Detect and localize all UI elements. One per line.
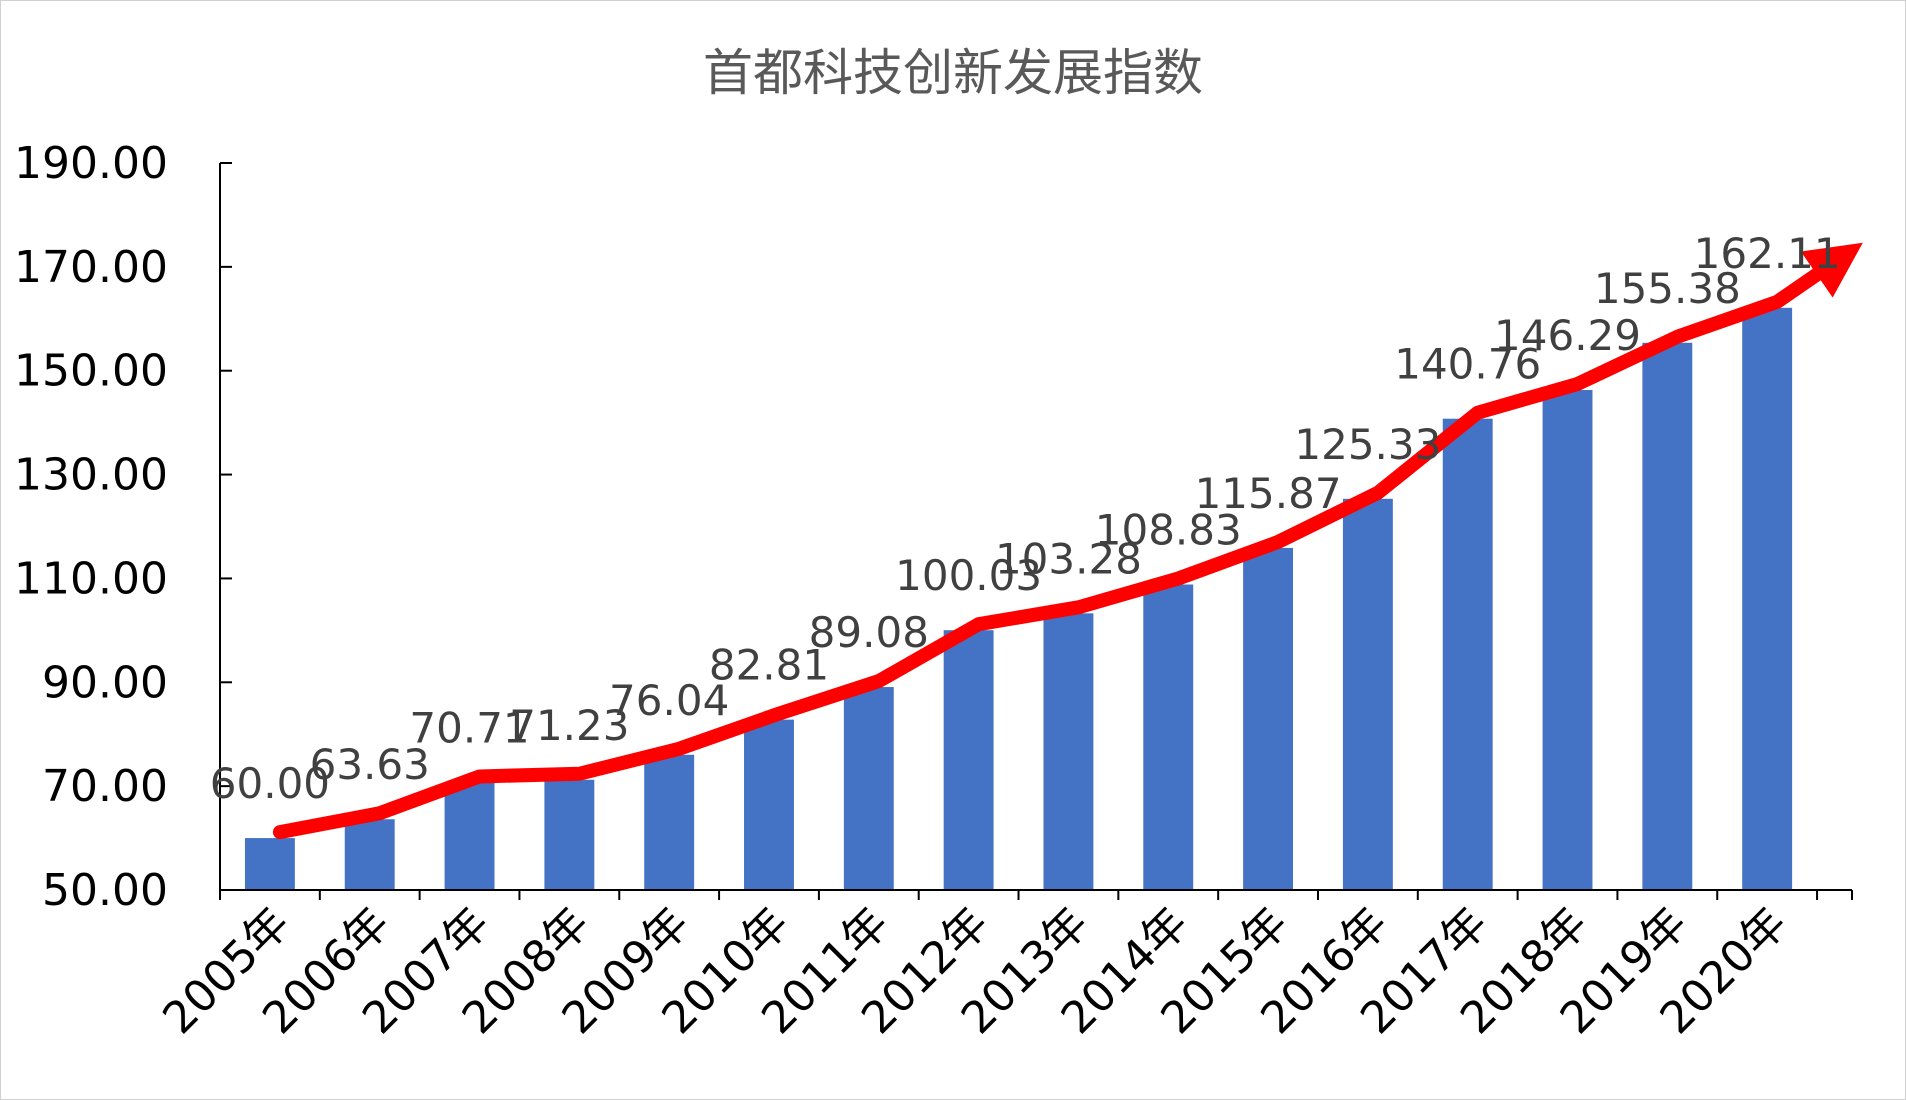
y-tick-label: 90.00 (42, 657, 168, 708)
data-label: 103.28 (995, 534, 1142, 583)
y-tick-label: 50.00 (42, 865, 168, 916)
data-label: 60.00 (210, 759, 330, 808)
bar-2005 (244, 838, 295, 890)
y-tick-label: 190.00 (14, 138, 168, 189)
bar-2012 (943, 630, 994, 890)
y-tick-label: 170.00 (14, 242, 168, 293)
data-label: 146.29 (1494, 311, 1641, 360)
data-label: 76.04 (609, 676, 729, 725)
data-label: 162.11 (1694, 229, 1841, 278)
trend-arrow (272, 242, 1863, 840)
y-axis: 50.00 70.00 90.00 110.00 130.00 150.00 170.00 1… (14, 138, 232, 916)
bar-2019 (1642, 342, 1693, 890)
chart-title: 首都科技创新发展指数 (703, 44, 1203, 102)
y-tick-label: 130.00 (14, 450, 168, 501)
data-label: 125.33 (1294, 420, 1441, 469)
data-label: 63.63 (310, 740, 430, 789)
bar-2013 (1043, 613, 1094, 890)
data-label: 140.76 (1394, 340, 1541, 389)
y-tick-label: 70.00 (42, 761, 168, 812)
data-label: 82.81 (709, 641, 829, 690)
bar-2014 (1143, 584, 1194, 890)
data-label: 155.38 (1594, 264, 1741, 313)
data-label: 100.03 (895, 551, 1042, 600)
bar-2006 (344, 819, 395, 890)
y-tick-label: 110.00 (14, 553, 168, 604)
bar-2009 (644, 754, 695, 890)
bar-2015 (1243, 547, 1294, 890)
bar-2011 (843, 687, 894, 890)
data-label: 89.08 (809, 608, 929, 657)
data-label: 115.87 (1195, 469, 1342, 518)
bars (244, 307, 1793, 890)
bar-2008 (544, 779, 595, 890)
y-tick-label: 150.00 (14, 346, 168, 397)
x-axis: 2005年2006年2007年2008年2009年2010年2011年2012年… (153, 889, 1853, 1044)
bar-2020 (1742, 307, 1793, 890)
data-label: 71.23 (509, 701, 629, 750)
data-label: 70.71 (409, 703, 529, 752)
trend-arrow-group (272, 242, 1863, 840)
bar-2016 (1342, 498, 1393, 890)
bar-2018 (1542, 389, 1593, 890)
bar-2017 (1442, 418, 1493, 890)
data-label: 108.83 (1095, 506, 1242, 555)
bar-2007 (444, 782, 495, 890)
bar-2010 (744, 719, 794, 890)
